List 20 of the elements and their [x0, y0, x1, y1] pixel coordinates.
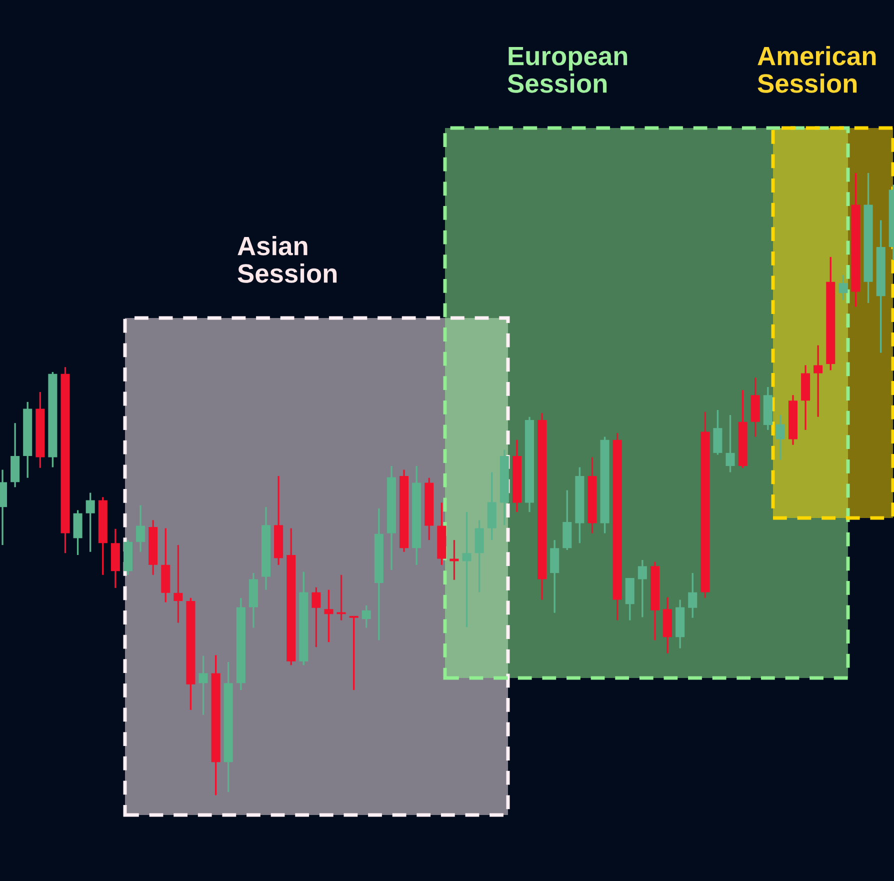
candlestick — [312, 586, 321, 648]
text: European Session — [508, 46, 628, 93]
candlestick — [838, 274, 848, 301]
candlestick — [198, 654, 208, 716]
text: American Session — [758, 46, 876, 93]
candlestick — [638, 559, 647, 618]
annotation: Asian Session — [238, 236, 337, 283]
candlestick — [86, 492, 95, 553]
candlestick — [336, 574, 346, 622]
candlestick — [174, 544, 183, 624]
candlestick — [776, 414, 785, 461]
candlestick — [462, 511, 472, 628]
candlestick — [324, 588, 334, 643]
candlestick — [136, 504, 146, 553]
candlestick — [688, 572, 698, 619]
candlestick — [450, 539, 459, 581]
candlestick — [814, 344, 823, 418]
candlestick — [362, 604, 371, 629]
candlestick — [349, 615, 358, 691]
candlestick — [726, 414, 735, 474]
